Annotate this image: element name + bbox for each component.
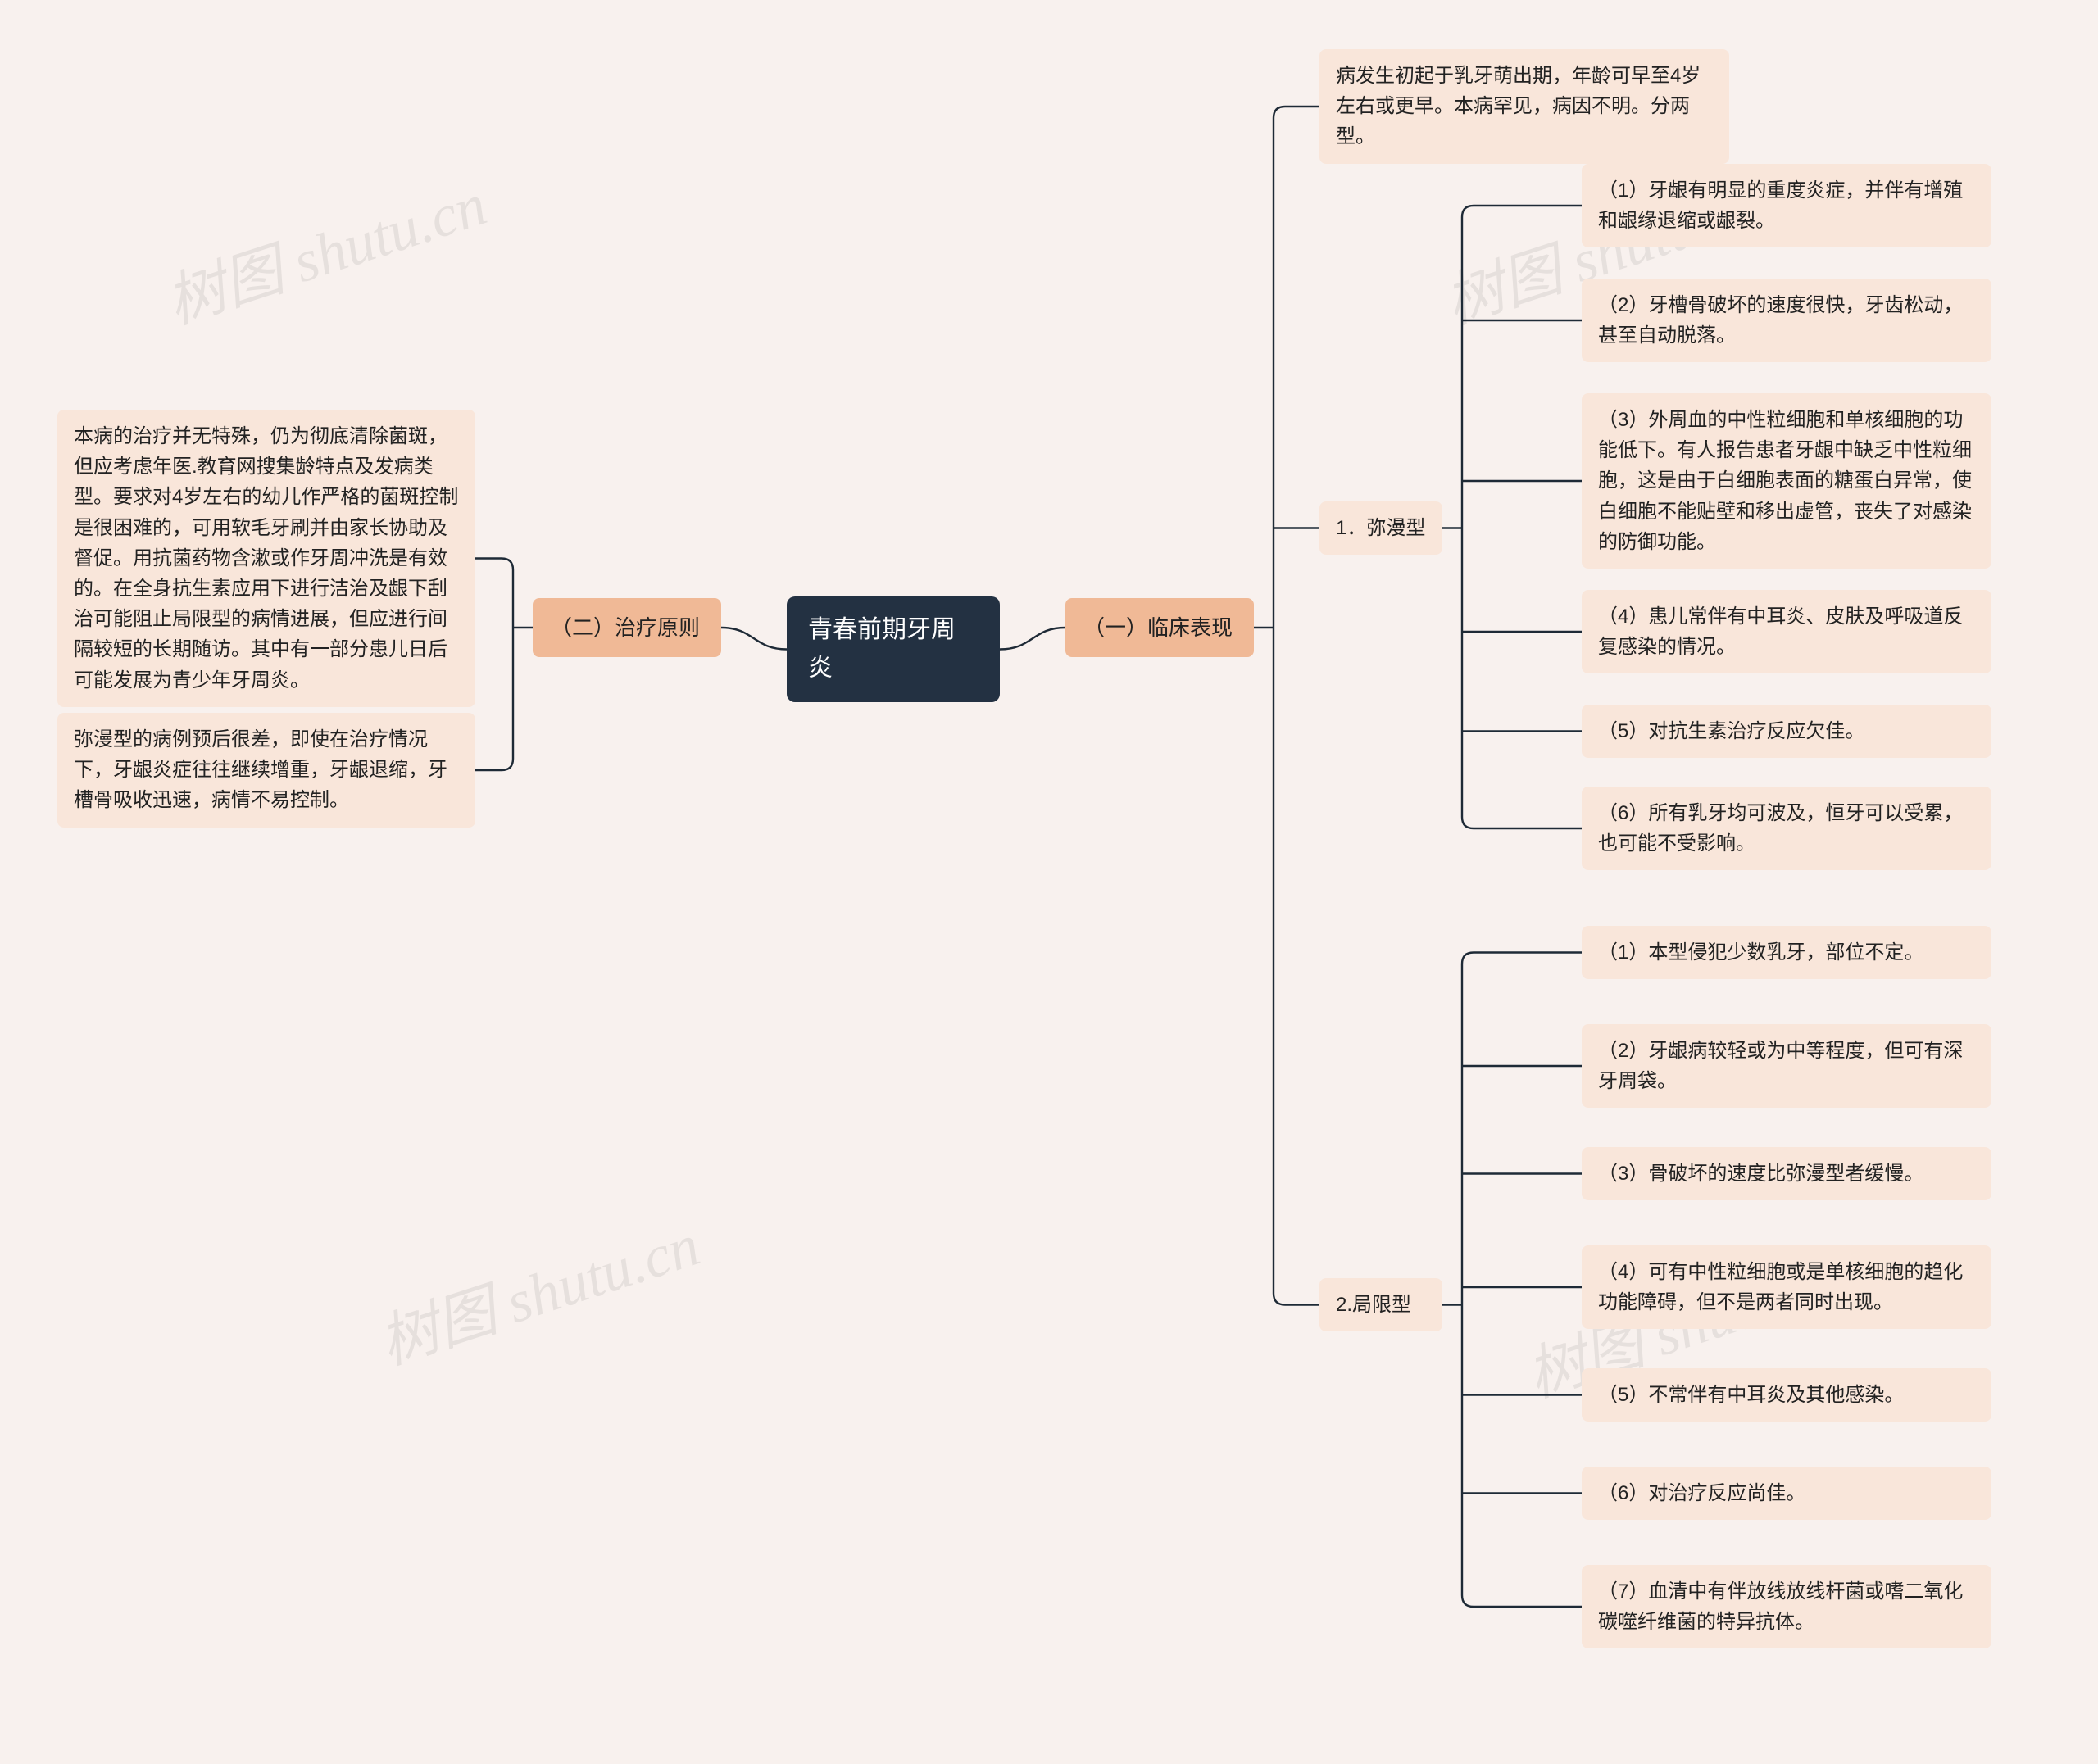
- branch-treatment: （二）治疗原则: [533, 598, 721, 657]
- branch-clinical: （一）临床表现: [1065, 598, 1254, 657]
- leaf-type2-2: （3）骨破坏的速度比弥漫型者缓慢。: [1582, 1147, 1991, 1200]
- leaf-type1-0: （1）牙龈有明显的重度炎症，并伴有增殖和龈缘退缩或龈裂。: [1582, 164, 1991, 247]
- leaf-type1-5: （6）所有乳牙均可波及，恒牙可以受累，也可能不受影响。: [1582, 787, 1991, 870]
- leaf-treatment-0: 本病的治疗并无特殊，仍为彻底清除菌斑，但应考虑年医.教育网搜集龄特点及发病类型。…: [57, 410, 475, 707]
- leaf-type2-6: （7）血清中有伴放线放线杆菌或嗜二氧化碳噬纤维菌的特异抗体。: [1582, 1565, 1991, 1648]
- leaf-type1-1: （2）牙槽骨破坏的速度很快，牙齿松动，甚至自动脱落。: [1582, 279, 1991, 362]
- leaf-type2-0: （1）本型侵犯少数乳牙，部位不定。: [1582, 926, 1991, 979]
- leaf-type2-5: （6）对治疗反应尚佳。: [1582, 1467, 1991, 1520]
- leaf-type1-3: （4）患儿常伴有中耳炎、皮肤及呼吸道反复感染的情况。: [1582, 590, 1991, 673]
- leaf-type1-2: （3）外周血的中性粒细胞和单核细胞的功能低下。有人报告患者牙龈中缺乏中性粒细胞，…: [1582, 393, 1991, 569]
- leaf-treatment-1: 弥漫型的病例预后很差，即使在治疗情况下，牙龈炎症往往继续增重，牙龈退缩，牙槽骨吸…: [57, 713, 475, 828]
- leaf-type2-4: （5）不常伴有中耳炎及其他感染。: [1582, 1368, 1991, 1422]
- leaf-type2-1: （2）牙龈病较轻或为中等程度，但可有深牙周袋。: [1582, 1024, 1991, 1108]
- leaf-type2-3: （4）可有中性粒细胞或是单核细胞的趋化功能障碍，但不是两者同时出现。: [1582, 1245, 1991, 1329]
- branch-type1: 1．弥漫型: [1319, 501, 1442, 555]
- root-node: 青春前期牙周炎: [787, 596, 1000, 702]
- branch-type2: 2.局限型: [1319, 1278, 1442, 1331]
- leaf-type1-4: （5）对抗生素治疗反应欠佳。: [1582, 705, 1991, 758]
- leaf-intro: 病发生初起于乳牙萌出期，年龄可早至4岁左右或更早。本病罕见，病因不明。分两型。: [1319, 49, 1729, 164]
